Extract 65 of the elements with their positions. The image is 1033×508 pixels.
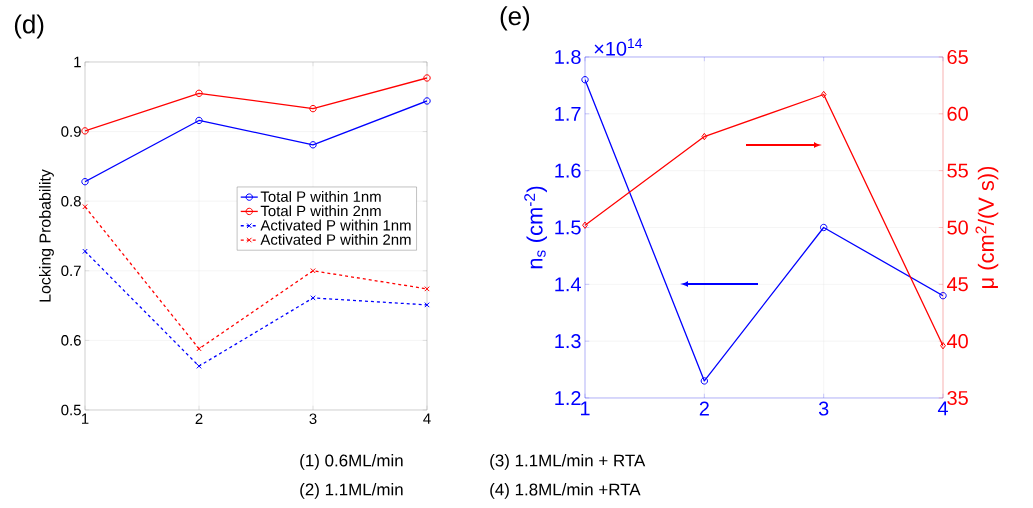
point [701,132,708,141]
text: (2) 1.1ML/min [300,483,403,499]
point [700,377,709,385]
legend-label: Total P within 1nm [260,190,381,202]
point [196,363,202,369]
point [82,248,88,255]
point [424,302,430,308]
y-tick-label: 1.2 [555,391,581,405]
point [423,74,431,82]
y-tick-label: 1.6 [555,163,581,178]
point [424,286,430,292]
text: (1) 0.6ML/min [300,454,403,470]
point [195,116,203,125]
y-axis-title: n$_{s}$ (cm$^{-2}$) [524,186,547,269]
chart-title: (d) [14,14,44,39]
point [940,342,946,350]
legend-label: Total P within 2nm [260,205,381,217]
y-tick-label: 1.4 [555,277,581,292]
x-tick-label: 4 [937,401,948,416]
chart-title: (e) [500,6,530,31]
text: (3) 1.1ML/min + RTA [490,454,646,470]
point [81,178,89,186]
x-tick-label: 3 [309,413,317,425]
point [195,89,203,97]
y-tick-label: 1.8 [555,49,581,65]
y-tick-label: 1.5 [555,220,581,235]
point [81,127,89,135]
y2-tick-label: 65 [947,49,968,65]
x-tick-label: 1 [81,413,89,424]
y2-tick-label: 40 [946,334,968,349]
y-tick-label: 0.5 [61,404,81,416]
y-tick-label: 1 [74,56,81,68]
point [309,141,317,149]
point [82,204,88,210]
x-tick-label: 2 [699,401,709,416]
text: (4) 1.8ML/min +RTA [490,483,641,499]
y-tick-label: 0.6 [61,335,81,346]
y-axis-title: Locking Probability [39,169,54,302]
x-tick-label: 4 [423,413,431,424]
point [423,97,431,105]
point [582,221,588,229]
y2-tick-label: 55 [947,163,968,178]
point [819,223,828,232]
y-tick-label: 1.3 [555,334,581,349]
point [309,104,317,113]
y-tick-label: 1.7 [555,106,581,121]
point [939,292,947,300]
y2-tick-label: 45 [946,277,968,292]
point [196,345,202,352]
y-tick-label: 0.7 [61,265,81,277]
point [820,90,827,99]
y2-tick-label: 35 [947,390,968,406]
y2-axis-title: μ (cm$^{2}$/(V s)) [975,166,999,288]
y2-tick-label: 50 [947,220,968,235]
x-tick-label: 2 [195,413,203,424]
legend-label: Activated P within 2nm [260,233,411,245]
legend-label: Activated P within 1nm [260,219,411,231]
point [581,76,589,84]
x-tick-label: 3 [818,401,829,416]
y-tick-label: 0.9 [61,126,81,137]
y2-tick-label: 60 [947,106,968,121]
point [310,268,316,274]
point [310,295,316,301]
text: ×10$^{14}$ [594,38,643,56]
y-tick-label: 0.8 [61,195,81,207]
